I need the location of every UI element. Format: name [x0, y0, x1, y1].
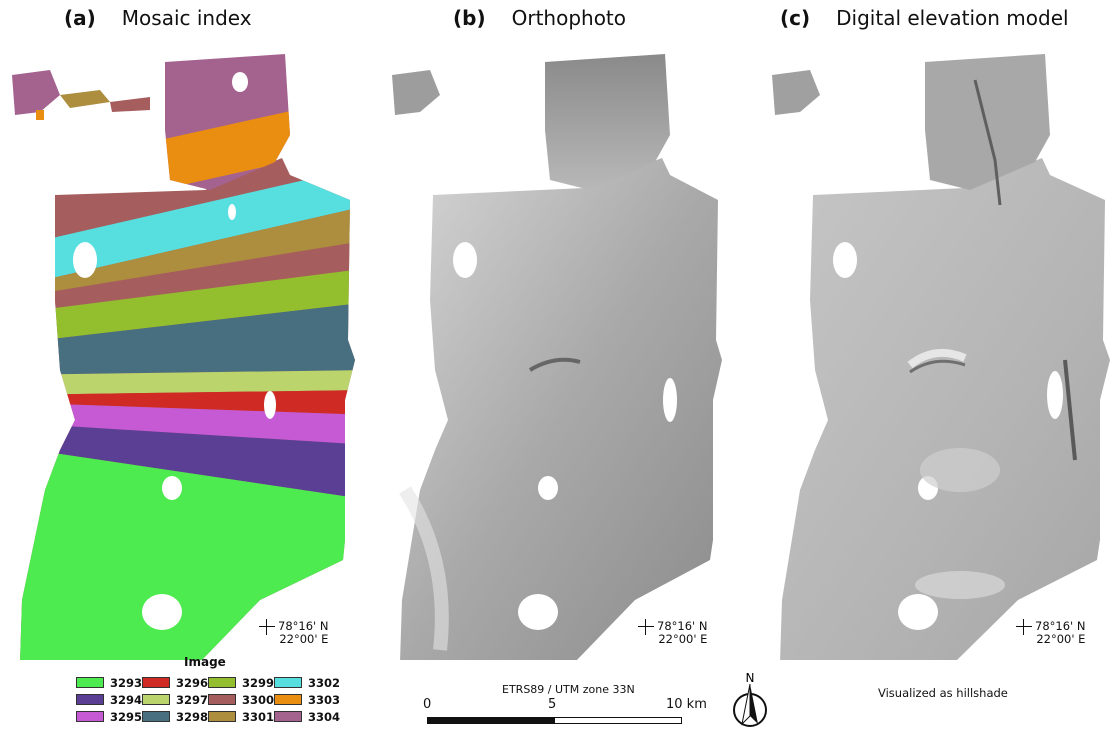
- scale-label-start: 0: [423, 697, 432, 712]
- legend-title: Image: [184, 655, 226, 669]
- mosaic-main-area: [20, 158, 355, 660]
- legend-swatch: [274, 694, 302, 705]
- panel-letter: (b): [453, 6, 486, 30]
- legend-label: 3294: [109, 692, 142, 707]
- panel-title-text: Orthophoto: [511, 6, 627, 30]
- scale-label-end: 10 km: [666, 697, 707, 712]
- coordinate-label-b: 78°16' N 22°00' E: [657, 620, 707, 646]
- legend-item: 3304: [274, 708, 340, 725]
- legend-swatch: [142, 694, 170, 705]
- panel-title-text: Mosaic index: [121, 6, 252, 30]
- legend-item: 3293: [76, 674, 142, 691]
- legend-item: 3301: [208, 708, 274, 725]
- legend-item: 3297: [142, 691, 208, 708]
- legend-item: 3295: [76, 708, 142, 725]
- legend-label: 3296: [175, 675, 208, 690]
- longitude-label: 22°00' E: [1036, 632, 1086, 646]
- panel-title-b: (b) Orthophoto: [453, 6, 626, 30]
- north-label: N: [746, 671, 755, 685]
- legend-label: 3302: [307, 675, 340, 690]
- hillshade-top-area: [925, 54, 1050, 190]
- legend-swatch: [208, 694, 236, 705]
- mosaic-outlier-fragments: [12, 70, 150, 120]
- panel-letter: (c): [780, 6, 811, 30]
- legend-swatch: [142, 711, 170, 722]
- orthophoto-main-area: [400, 158, 722, 660]
- legend-swatch: [208, 711, 236, 722]
- legend-label: 3303: [307, 692, 340, 707]
- north-arrow-icon: N: [733, 671, 767, 727]
- legend-swatch: [208, 677, 236, 688]
- latitude-label: 78°16' N: [278, 619, 329, 633]
- legend-label: 3304: [307, 709, 340, 724]
- crs-label: ETRS89 / UTM zone 33N: [502, 683, 635, 696]
- longitude-label: 22°00' E: [658, 632, 708, 646]
- legend-label: 3297: [175, 692, 208, 707]
- mosaic-legend: 3293 3294 3295 3296 3297 3298 3299 3300 3301 3302…: [76, 674, 340, 725]
- legend-label: 3301: [241, 709, 274, 724]
- longitude-label: 22°00' E: [279, 632, 329, 646]
- orthophoto-map: [392, 54, 722, 660]
- legend-item: 3294: [76, 691, 142, 708]
- coordinate-label-a: 78°16' N 22°00' E: [278, 620, 328, 646]
- legend-item: 3300: [208, 691, 274, 708]
- latitude-label: 78°16' N: [657, 619, 708, 633]
- hillshade-main-area: [780, 158, 1110, 660]
- orthophoto-outlier-fragment: [392, 70, 440, 115]
- mosaic-index-map: [12, 54, 355, 660]
- legend-swatch: [76, 711, 104, 722]
- legend-swatch: [274, 677, 302, 688]
- panel-title-c: (c) Digital elevation model: [780, 6, 1069, 30]
- legend-swatch: [76, 694, 104, 705]
- legend-item: 3296: [142, 674, 208, 691]
- coordinate-label-c: 78°16' N 22°00' E: [1035, 620, 1085, 646]
- scale-label-mid: 5: [548, 697, 557, 712]
- orthophoto-top-area: [545, 54, 670, 190]
- legend-swatch: [274, 711, 302, 722]
- legend-swatch: [76, 677, 104, 688]
- legend-item: 3298: [142, 708, 208, 725]
- hillshade-note: Visualized as hillshade: [878, 686, 1008, 700]
- legend-swatch: [142, 677, 170, 688]
- legend-label: 3300: [241, 692, 274, 707]
- coordinate-crosshair-icon: [259, 619, 275, 635]
- legend-label: 3298: [175, 709, 208, 724]
- panel-title-text: Digital elevation model: [836, 6, 1069, 30]
- legend-label: 3293: [109, 675, 142, 690]
- legend-label: 3299: [241, 675, 274, 690]
- panel-title-a: (a) Mosaic index: [64, 6, 252, 30]
- legend-label: 3295: [109, 709, 142, 724]
- legend-item: 3302: [274, 674, 340, 691]
- coordinate-crosshair-icon: [1016, 619, 1032, 635]
- legend-item: 3303: [274, 691, 340, 708]
- legend-item: 3299: [208, 674, 274, 691]
- hillshade-map: [772, 54, 1110, 660]
- coordinate-crosshair-icon: [638, 619, 654, 635]
- latitude-label: 78°16' N: [1035, 619, 1086, 633]
- panel-letter: (a): [64, 6, 96, 30]
- hillshade-outlier-fragment: [772, 70, 820, 115]
- scale-bar: [427, 717, 682, 724]
